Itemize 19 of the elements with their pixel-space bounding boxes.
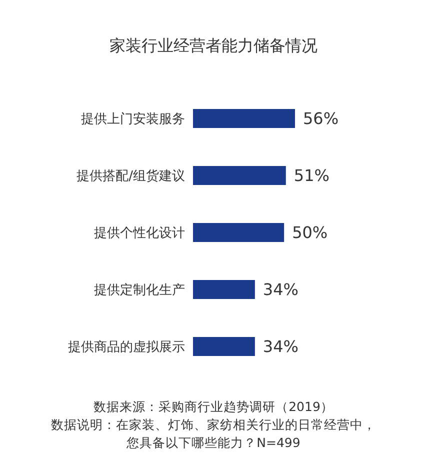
data-label: 56% (303, 109, 339, 128)
data-label: 34% (262, 337, 298, 356)
bar (193, 280, 255, 299)
bar (193, 337, 255, 356)
bar (193, 166, 286, 185)
y-tick-label: 提供上门安装服务 (81, 111, 185, 128)
chart-title: 家装行业经营者能力储备情况 (108, 36, 318, 57)
y-tick-label: 提供个性化设计 (94, 226, 185, 242)
text: 您具备以下哪些能力？N=499 (126, 434, 302, 452)
data-label: 34% (262, 280, 298, 300)
bar (193, 223, 284, 242)
data-label: 50% (292, 223, 328, 242)
y-tick-label: 提供搭配/组货建议 (76, 169, 185, 184)
source-note: 数据来源：采购商行业趋势调研（2019） (92, 398, 334, 416)
bar (193, 109, 295, 128)
y-tick-label: 提供商品的虚拟展示 (68, 340, 185, 356)
y-tick-label: 提供定制化生产 (94, 283, 185, 298)
text: 数据说明：在家装、灯饰、家纺相关行业的日常经营中， (50, 416, 377, 434)
data-label: 51% (294, 166, 330, 186)
